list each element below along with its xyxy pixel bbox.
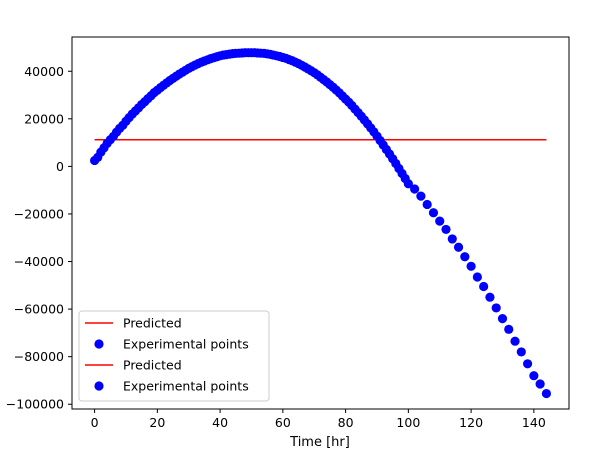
experimental-point <box>541 388 552 399</box>
experimental-point <box>428 208 439 218</box>
x-tick-label: 120 <box>459 415 483 430</box>
legend-marker-swatch <box>94 381 104 391</box>
y-tick-label: 0 <box>56 159 64 174</box>
legend: Predicted Experimental points Predicted Exp… <box>78 310 270 402</box>
experimental-point <box>416 191 426 201</box>
plot-area <box>89 48 552 399</box>
experimental-point <box>460 252 470 262</box>
x-tick-label: 0 <box>91 415 99 430</box>
experimental-point <box>472 272 482 282</box>
legend-box <box>78 310 270 402</box>
legend-label: Predicted <box>123 316 182 331</box>
experimental-point <box>522 359 533 369</box>
experimental-point <box>485 292 495 302</box>
y-tick-label: 20000 <box>24 111 64 126</box>
experimental-point <box>403 179 413 189</box>
experimental-point <box>441 224 451 235</box>
experimental-point <box>504 324 514 334</box>
experimental-point <box>466 261 476 271</box>
experimental-point <box>453 242 464 252</box>
legend-label: Predicted <box>123 358 182 373</box>
experimental-point <box>535 379 545 389</box>
legend-label: Experimental points <box>123 379 249 394</box>
experimental-point <box>510 336 520 346</box>
x-tick-label: 140 <box>522 415 546 430</box>
y-tick-label: −100000 <box>6 397 64 412</box>
x-tick-label: 60 <box>275 415 291 430</box>
experimental-point <box>516 347 526 357</box>
experimental-point <box>479 281 489 292</box>
experimental-point <box>435 216 445 226</box>
experimental-point <box>497 314 508 324</box>
x-tick-label: 20 <box>149 415 165 430</box>
experimental-point <box>491 303 501 313</box>
x-axis-label: Time [hr] <box>289 435 350 450</box>
experimental-point <box>422 199 432 210</box>
legend-marker-swatch <box>94 339 104 349</box>
x-tick-label: 80 <box>338 415 354 430</box>
y-tick-label: −40000 <box>14 254 64 269</box>
y-tick-label: 40000 <box>24 64 64 79</box>
y-tick-label: −20000 <box>14 206 64 221</box>
legend-label: Experimental points <box>123 337 249 352</box>
y-tick-label: −60000 <box>14 302 64 317</box>
experimental-point <box>529 371 539 381</box>
axes-frame <box>71 36 570 410</box>
y-tick-label: −80000 <box>14 349 64 364</box>
x-tick-label: 100 <box>396 415 420 430</box>
x-tick-label: 40 <box>212 415 228 430</box>
experimental-point <box>410 184 420 194</box>
experimental-point <box>447 234 457 244</box>
axes: 0 20 40 60 80 100 120 140 −100000 −80000 −60000 −40… <box>6 36 570 430</box>
